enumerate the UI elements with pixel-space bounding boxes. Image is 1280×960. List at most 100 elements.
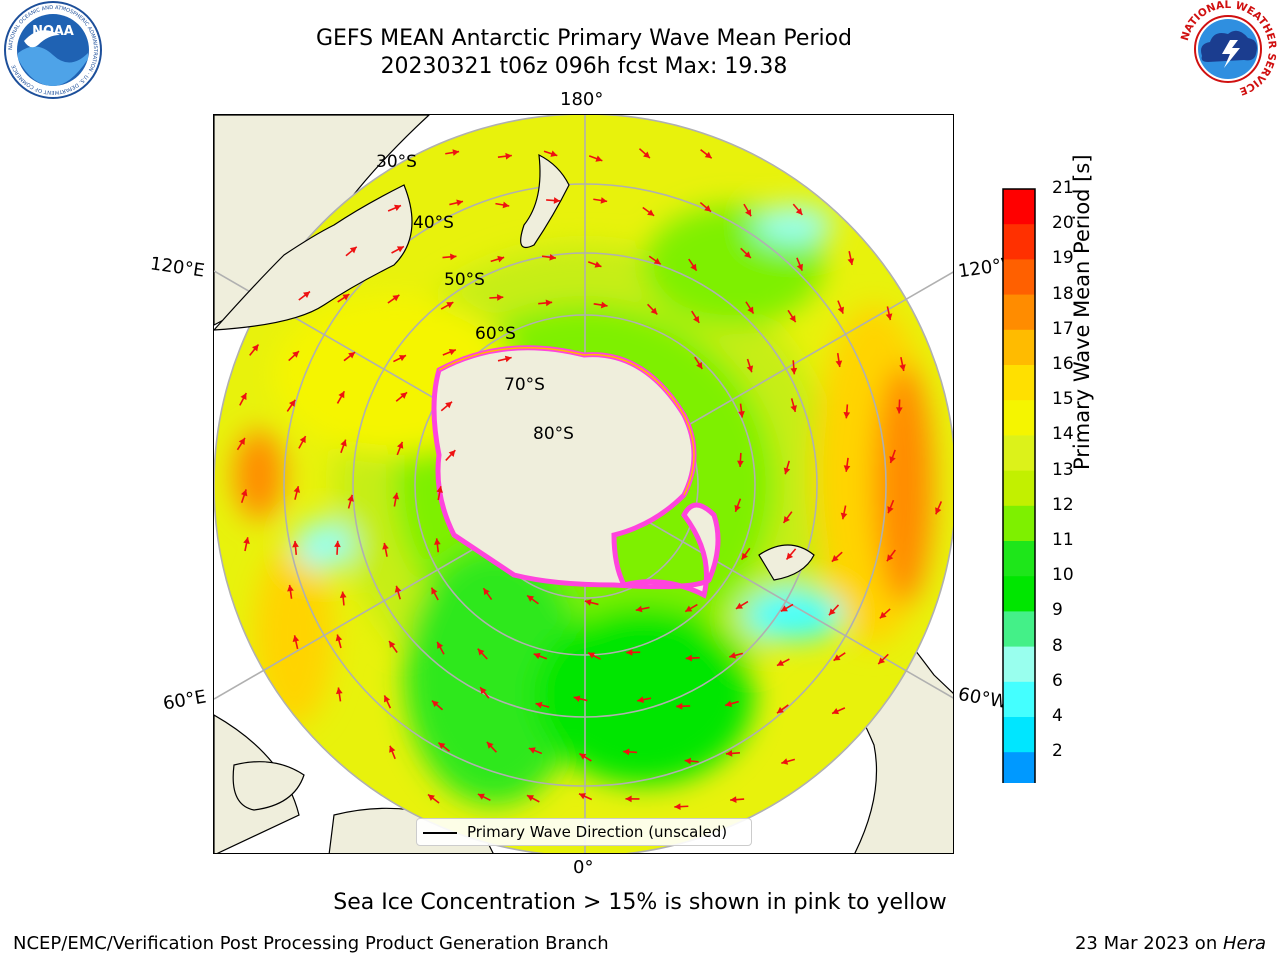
wave-arrow-head — [935, 507, 942, 515]
colorbar-tick-label: 18 — [1052, 283, 1074, 304]
wave-arrow-head — [504, 355, 512, 363]
colorbar-tick-label: 11 — [1052, 530, 1074, 550]
lon-label-60e: 60°E — [161, 686, 208, 715]
colorbar-svg — [1002, 188, 1036, 851]
polar-map — [213, 114, 954, 854]
colorbar-bin — [1003, 329, 1035, 366]
wave-arrow-head — [637, 696, 644, 703]
wave-arrow-head — [549, 253, 556, 261]
wave-arrow-head — [293, 486, 301, 493]
footer-machine: Hera — [1222, 933, 1266, 954]
wave-arrow-head — [781, 758, 789, 765]
colorbar — [1002, 188, 1036, 851]
wave-arrow-head — [545, 299, 553, 307]
wave-arrow-head — [389, 641, 396, 648]
map-legend: Primary Wave Direction (unscaled) — [416, 818, 752, 846]
wave-arrow-head — [431, 700, 439, 708]
wave-arrow-head — [392, 492, 400, 500]
wave-arrow-head — [427, 794, 435, 801]
wave-arrow-head — [292, 351, 300, 358]
wave-arrow-head — [887, 506, 894, 514]
colorbar-bin — [1003, 365, 1035, 401]
colorbar-bin — [1003, 576, 1035, 612]
wave-arrow-head — [533, 652, 541, 660]
lat-label-40s: 40°S — [413, 213, 454, 233]
wave-arrow-head — [693, 315, 700, 323]
colorbar-bin — [1003, 541, 1035, 577]
wave-arrow-head — [704, 151, 712, 159]
wave-arrow-head — [342, 294, 350, 301]
wave-arrow-head — [446, 302, 454, 309]
colorbar-bin — [1003, 611, 1035, 648]
wave-arrow-head — [696, 361, 703, 369]
wave-arrow-head — [452, 149, 460, 156]
wave-arrow-head — [505, 152, 512, 160]
wave-arrow-head — [653, 257, 661, 265]
wave-arrow-head — [790, 405, 797, 412]
footer-producer: NCEP/EMC/Verification Post Processing Pr… — [13, 933, 609, 954]
wave-arrow-head — [626, 649, 633, 656]
wave-arrow-head — [287, 584, 294, 592]
wave-arrow-head — [623, 748, 630, 756]
wave-arrow-head — [480, 687, 487, 695]
wave-direction-arrows — [236, 148, 943, 810]
wave-arrow-head — [730, 796, 737, 803]
colorbar-tick-label: 2 — [1052, 741, 1063, 762]
noaa-logo-text: NOAA — [32, 24, 74, 39]
wave-arrow-head — [486, 741, 494, 749]
wave-arrow-head — [335, 687, 343, 695]
sea-ice-caption: Sea Ice Concentration > 15% is shown in … — [333, 890, 947, 915]
wave-arrow-head — [776, 659, 784, 666]
wave-arrow-head — [252, 344, 259, 352]
colorbar-bin — [1003, 294, 1035, 331]
wave-arrow-head — [349, 246, 357, 254]
lon-label-120e: 120°E — [148, 253, 206, 282]
wave-arrow-head — [783, 467, 791, 475]
colorbar-bin — [1003, 752, 1035, 788]
colorbar-tick-label: 8 — [1052, 635, 1063, 656]
wave-arrow-head — [477, 793, 485, 800]
wave-arrow-head — [650, 307, 658, 315]
colorbar-tick-label: 21 — [1052, 178, 1074, 198]
chart-title-line-1: GEFS MEAN Antarctic Primary Wave Mean Pe… — [315, 26, 853, 51]
wave-arrow-head — [847, 258, 855, 265]
colorbar-bin — [1003, 189, 1035, 225]
wave-arrow-head — [383, 695, 391, 703]
lat-label-60s: 60°S — [475, 324, 516, 344]
wave-arrow-head — [780, 605, 788, 612]
footer-date-text: 23 Mar 2023 on — [1074, 933, 1223, 954]
wave-arrow-head — [594, 261, 602, 268]
wave-arrow-head — [431, 587, 438, 595]
wave-arrow-head — [334, 540, 341, 548]
wave-arrow-head — [690, 263, 697, 271]
wave-arrow-head — [796, 263, 803, 271]
wave-arrow-head — [685, 654, 693, 662]
colorbar-tick-label: 6 — [1052, 670, 1063, 691]
wave-arrow-head — [643, 151, 650, 159]
colorbar-bin — [1003, 646, 1035, 683]
wave-arrow-head — [729, 652, 737, 659]
wave-arrow-head — [241, 489, 248, 497]
wave-arrow-head — [535, 701, 543, 709]
wave-arrow-head — [828, 608, 836, 616]
wave-arrow-head — [448, 450, 456, 457]
wave-arrow-head — [382, 542, 389, 550]
wave-arrow-head — [240, 392, 247, 400]
sea-ice-edge-inner — [438, 347, 695, 496]
wave-arrow-head — [738, 410, 745, 418]
wave-arrow-head — [456, 199, 464, 207]
wave-arrow-head — [741, 552, 748, 560]
wave-arrow-head — [635, 605, 643, 613]
wave-arrow-head — [348, 352, 356, 359]
colorbar-tick-label: 20 — [1052, 213, 1074, 234]
wave-arrow-head — [339, 591, 347, 598]
wave-arrow-head — [438, 742, 446, 750]
wave-arrow-head — [837, 306, 844, 314]
wave-arrow-head — [338, 391, 345, 399]
lon-label-180: 180° — [560, 89, 604, 110]
wave-arrow-head — [684, 757, 692, 765]
colorbar-bin — [1003, 259, 1035, 296]
wave-arrow-head — [497, 255, 505, 263]
noaa-logo: NOAA NATIONAL OCEANIC AND ATMOSPHERIC AD… — [2, 1, 104, 99]
lat-label-30s: 30°S — [376, 152, 417, 172]
